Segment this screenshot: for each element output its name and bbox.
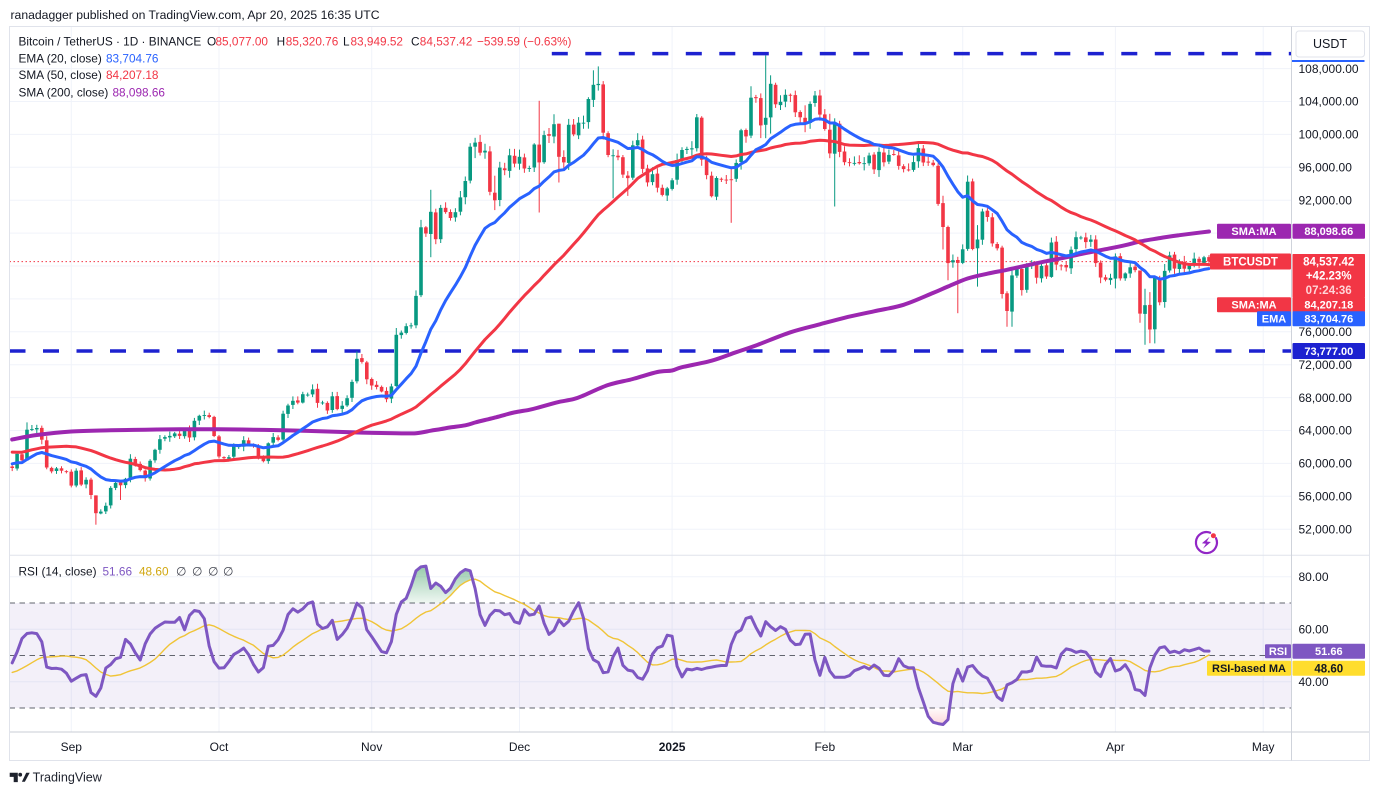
svg-text:SMA (50, close): SMA (50, close)	[19, 68, 102, 82]
svg-text:SMA:MA: SMA:MA	[1231, 300, 1276, 312]
svg-text:64,000.00: 64,000.00	[1299, 424, 1353, 438]
svg-text:88,098.66: 88,098.66	[113, 85, 166, 99]
svg-text:73,777.00: 73,777.00	[1304, 346, 1353, 358]
svg-text:Feb: Feb	[814, 740, 835, 754]
svg-text:100,000.00: 100,000.00	[1299, 128, 1359, 142]
svg-text:∅: ∅	[192, 565, 202, 579]
svg-text:2025: 2025	[659, 740, 686, 754]
svg-text:83,704.76: 83,704.76	[1304, 314, 1353, 326]
svg-text:BTCUSDT: BTCUSDT	[1223, 257, 1278, 269]
svg-text:51.66: 51.66	[1315, 646, 1343, 658]
svg-text:76,000.00: 76,000.00	[1299, 325, 1353, 339]
svg-text:Sep: Sep	[61, 740, 83, 754]
svg-text:72,000.00: 72,000.00	[1299, 358, 1353, 372]
svg-text:−539.59 (−0.63%): −539.59 (−0.63%)	[477, 35, 572, 49]
svg-text:SMA:MA: SMA:MA	[1231, 226, 1276, 238]
svg-text:56,000.00: 56,000.00	[1299, 490, 1353, 504]
svg-text:83,704.76: 83,704.76	[106, 52, 159, 66]
svg-text:84,207.18: 84,207.18	[106, 68, 159, 82]
svg-text:48.60: 48.60	[139, 565, 169, 579]
svg-text:RSI (14, close): RSI (14, close)	[19, 565, 97, 579]
svg-text:∅: ∅	[223, 565, 233, 579]
svg-text:Oct: Oct	[210, 740, 229, 754]
svg-text:EMA (20, close): EMA (20, close)	[19, 52, 102, 66]
svg-text:80.00: 80.00	[1299, 570, 1329, 584]
svg-text:RSI-based MA: RSI-based MA	[1212, 663, 1286, 675]
svg-text:85,077.00: 85,077.00	[216, 35, 269, 49]
svg-text:88,098.66: 88,098.66	[1304, 226, 1353, 238]
svg-text:RSI: RSI	[1269, 646, 1287, 658]
svg-text:60,000.00: 60,000.00	[1299, 457, 1353, 471]
svg-text:92,000.00: 92,000.00	[1299, 193, 1353, 207]
svg-text:83,949.52: 83,949.52	[351, 35, 403, 49]
svg-text:O: O	[207, 35, 216, 49]
svg-text:L: L	[343, 35, 350, 49]
svg-text:H: H	[277, 35, 286, 49]
svg-text:C: C	[411, 35, 420, 49]
svg-text:84,537.42: 84,537.42	[1303, 257, 1354, 269]
svg-text:TradingView: TradingView	[33, 771, 103, 785]
svg-text:104,000.00: 104,000.00	[1299, 95, 1359, 109]
svg-text:∅: ∅	[176, 565, 186, 579]
svg-text:Dec: Dec	[509, 740, 530, 754]
svg-text:Apr: Apr	[1106, 740, 1125, 754]
svg-text:SMA (200, close): SMA (200, close)	[19, 85, 109, 99]
svg-text:85,320.76: 85,320.76	[286, 35, 339, 49]
svg-text:108,000.00: 108,000.00	[1299, 62, 1359, 76]
svg-text:96,000.00: 96,000.00	[1299, 161, 1353, 175]
svg-text:+42.23%: +42.23%	[1306, 271, 1352, 283]
svg-text:∅: ∅	[208, 565, 218, 579]
svg-text:ranadagger published on Tradin: ranadagger published on TradingView.com,…	[11, 8, 380, 22]
svg-text:May: May	[1252, 740, 1275, 754]
svg-text:60.00: 60.00	[1299, 623, 1329, 637]
svg-text:52,000.00: 52,000.00	[1299, 522, 1353, 536]
svg-text:84,537.42: 84,537.42	[420, 35, 472, 49]
svg-text:68,000.00: 68,000.00	[1299, 391, 1353, 405]
svg-text:Bitcoin / TetherUS · 1D · BINA: Bitcoin / TetherUS · 1D · BINANCE	[19, 35, 202, 49]
svg-text:40.00: 40.00	[1299, 675, 1329, 689]
svg-text:Mar: Mar	[952, 740, 973, 754]
svg-text:USDT: USDT	[1313, 37, 1347, 51]
svg-text:51.66: 51.66	[103, 565, 133, 579]
svg-text:84,207.18: 84,207.18	[1304, 300, 1353, 312]
svg-text:Nov: Nov	[361, 740, 382, 754]
svg-text:EMA: EMA	[1262, 314, 1287, 326]
svg-text:07:24:36: 07:24:36	[1306, 285, 1352, 297]
svg-text:48.60: 48.60	[1314, 663, 1343, 675]
